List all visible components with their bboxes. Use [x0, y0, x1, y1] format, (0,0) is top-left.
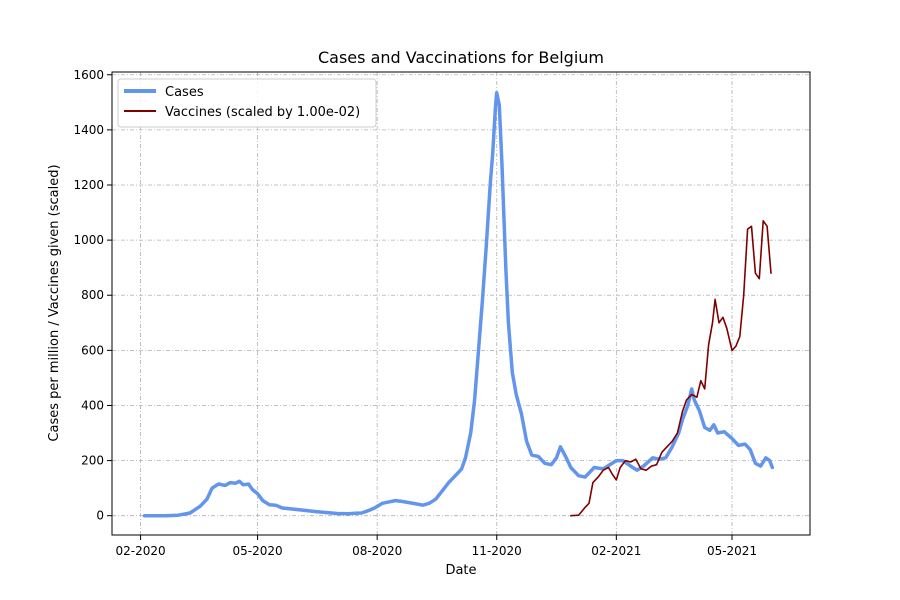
y-tick-label-8: 1600 — [73, 68, 104, 82]
legend-label-cases: Cases — [165, 85, 204, 100]
grid — [112, 72, 810, 535]
y-tick-label-6: 1200 — [73, 178, 104, 192]
y-tick-label-7: 1400 — [73, 123, 104, 137]
legend-box — [117, 78, 377, 128]
y-tick-label-2: 400 — [81, 398, 104, 412]
x-tick-label-1: 05-2020 — [233, 544, 283, 558]
y-tick-label-1: 200 — [81, 454, 104, 468]
y-tick-label-4: 800 — [81, 288, 104, 302]
chart-title: Cases and Vaccinations for Belgium — [318, 48, 604, 67]
x-tick-label-3: 11-2020 — [472, 544, 522, 558]
y-tick-label-5: 1000 — [73, 233, 104, 247]
plot-frame — [111, 71, 811, 536]
y-axis-label: Cases per million / Vaccines given (scal… — [47, 164, 62, 441]
x-axis: 02-2020 05-2020 08-2020 11-2020 02-2021 05-20… — [116, 535, 757, 558]
series-layer — [142, 90, 775, 518]
series-line-vaccines — [570, 220, 772, 517]
x-tick-label-4: 02-2021 — [591, 544, 641, 558]
legend: Cases Vaccines (scaled by 1.00e-02) — [117, 78, 377, 128]
x-tick-label-0: 02-2020 — [116, 544, 166, 558]
y-tick-label-3: 600 — [81, 343, 104, 357]
x-tick-label-2: 08-2020 — [352, 544, 402, 558]
y-axis: 0 200 400 600 800 1000 1200 1400 1600 — [73, 68, 112, 523]
x-axis-label: Date — [445, 563, 476, 578]
y-tick-label-0: 0 — [96, 509, 104, 523]
x-tick-label-5: 05-2021 — [707, 544, 757, 558]
legend-label-vaccines: Vaccines (scaled by 1.00e-02) — [165, 105, 360, 120]
